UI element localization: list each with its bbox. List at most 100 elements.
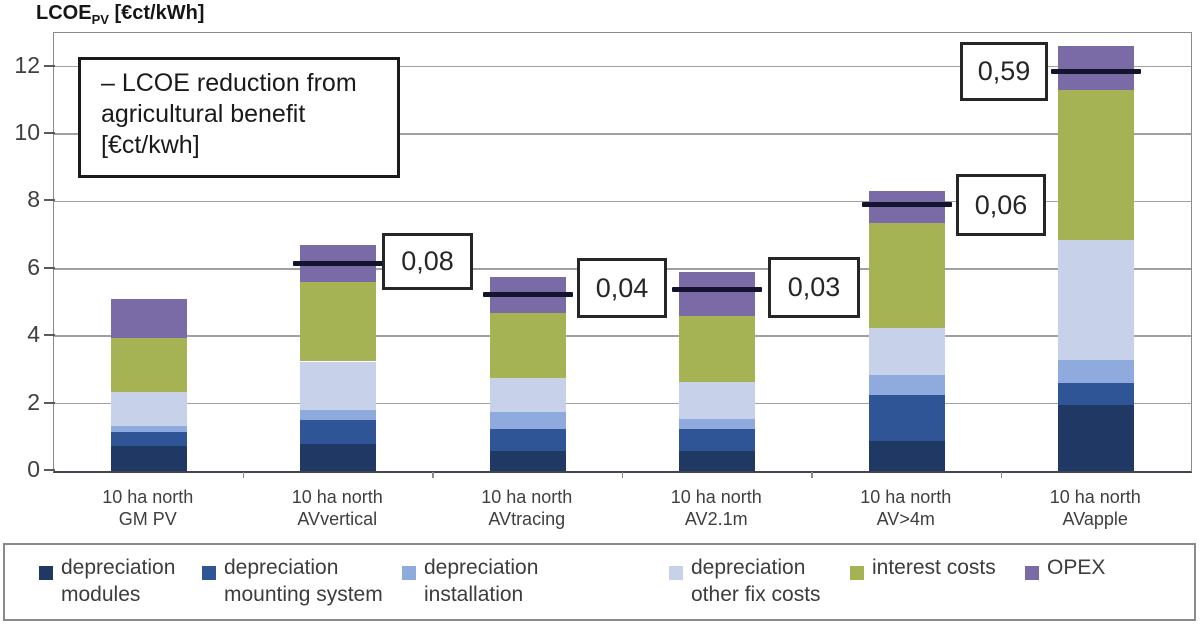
x-axis-label-line: AV>4m <box>876 509 935 529</box>
legend-label-line: other fix costs <box>691 583 821 606</box>
y-tick-mark <box>44 334 55 337</box>
bar-segment <box>1058 359 1135 384</box>
legend-label-line: interest costs <box>872 556 996 579</box>
x-axis-label-line: AVapple <box>1062 509 1128 529</box>
x-axis-label-line: 10 ha north <box>860 487 952 507</box>
x-axis-label-line: AVvertical <box>297 509 378 529</box>
bar-segment <box>489 412 566 429</box>
x-axis-label-line: 10 ha north <box>481 487 573 507</box>
bar-segment <box>489 378 566 413</box>
bar-segment <box>679 428 756 451</box>
x-axis-label: 10 ha north GM PV <box>56 486 240 530</box>
reduction-line <box>1051 69 1142 75</box>
x-axis-label-line: 10 ha north <box>670 487 762 507</box>
y-tick-label: 10 <box>14 119 40 146</box>
reduction-value-label: 0,04 <box>595 272 649 303</box>
bar-segment <box>110 299 187 338</box>
bar-segment <box>300 282 377 362</box>
gridline-y-2 <box>54 402 1191 405</box>
reduction-value-label: 0,03 <box>787 272 841 302</box>
legend-swatch <box>1025 566 1039 580</box>
y-tick-label: 6 <box>27 253 40 280</box>
reduction-value-box: 0,06 <box>956 174 1046 236</box>
y-axis-title-subscript: PV <box>91 12 109 27</box>
bar-segment <box>110 445 187 471</box>
y-tick-label: 8 <box>27 186 40 213</box>
bar-segment <box>868 191 945 224</box>
x-axis-label: 10 ha north AV2.1m <box>624 486 808 530</box>
bar-segment <box>679 272 756 316</box>
bar-segment <box>868 327 945 375</box>
bar-segment <box>110 425 187 433</box>
y-axis-title: LCOEPV [€ct/kWh] <box>36 2 204 27</box>
legend-label-line: installation <box>424 583 524 606</box>
x-category-tick <box>432 472 434 478</box>
x-axis-label: 10 ha north AV>4m <box>814 486 998 530</box>
legend-label-line: depreciation <box>424 556 539 579</box>
legend-label: OPEX <box>1047 554 1105 581</box>
reduction-value-box: 0,08 <box>382 233 473 290</box>
bar-segment <box>489 312 566 379</box>
y-axis-title-main: LCOE <box>36 2 92 24</box>
reduction-line <box>293 261 384 267</box>
x-axis-label-line: 10 ha north <box>291 487 383 507</box>
legend-label: depreciation other fix costs <box>691 554 821 608</box>
bar-segment <box>300 444 377 471</box>
bar-segment <box>868 223 945 328</box>
y-tick-mark <box>44 64 55 67</box>
legend-label-line: depreciation <box>61 556 176 579</box>
x-category-tick <box>242 472 244 478</box>
reduction-value-box: 0,04 <box>577 258 667 318</box>
x-axis-label: 10 ha north AVvertical <box>245 486 429 530</box>
bar-segment <box>868 395 945 441</box>
x-axis-label-line: AVtracing <box>488 509 566 529</box>
bar-segment <box>679 418 756 429</box>
gridline-y-8 <box>54 200 1191 203</box>
annotation-line-1: – LCOE reduction from <box>101 69 357 97</box>
reduction-value-label: 0,59 <box>977 56 1031 86</box>
bar-segment <box>1058 405 1135 471</box>
legend-label-line: depreciation <box>691 556 806 579</box>
reduction-line <box>861 202 952 208</box>
legend-label: depreciation modules <box>61 554 175 608</box>
legend-label-line: mounting system <box>224 583 383 606</box>
y-tick-mark <box>44 266 55 269</box>
annotation-line-3: [€ct/kwh] <box>101 131 200 159</box>
bar-segment <box>1058 383 1135 406</box>
x-category-tick <box>811 472 813 478</box>
reduction-value-label: 0,06 <box>974 189 1028 220</box>
legend-swatch <box>402 566 416 580</box>
bar-segment <box>300 410 377 421</box>
gridline-y-4 <box>54 335 1191 337</box>
y-tick-label: 2 <box>27 388 40 415</box>
bar-segment <box>1058 240 1135 360</box>
gridline-y-10 <box>54 133 1191 135</box>
bar-segment <box>679 450 756 471</box>
y-tick-label: 0 <box>27 456 40 482</box>
legend: depreciation modules depreciation mounting … <box>3 543 1196 621</box>
gridline-y-12 <box>54 65 1191 68</box>
bar-segment <box>300 420 377 445</box>
x-axis-label-line: 10 ha north <box>102 487 194 507</box>
legend-swatch <box>39 566 53 580</box>
x-axis-label: 10 ha north AVtracing <box>435 486 619 530</box>
bar-segment <box>868 374 945 396</box>
y-tick-label: 12 <box>14 51 40 78</box>
x-axis-label-line: 10 ha north <box>1049 487 1141 507</box>
bar-segment <box>489 450 566 471</box>
bar-segment <box>110 432 187 446</box>
x-axis-label-line: AV2.1m <box>684 509 748 529</box>
annotation-line-2: agricultural benefit <box>101 100 306 128</box>
legend-swatch <box>669 566 683 580</box>
x-axis-label: 10 ha north AVapple <box>1003 486 1187 530</box>
legend-label: depreciation installation <box>424 554 538 608</box>
bar-segment <box>1058 46 1135 91</box>
annotation-box: – LCOE reduction from agricultural benef… <box>78 57 400 178</box>
reduction-value-box: 0,59 <box>960 42 1048 101</box>
reduction-value-box: 0,03 <box>768 257 860 318</box>
y-tick-mark <box>44 469 55 471</box>
bar-segment <box>300 361 377 411</box>
y-tick-mark <box>44 401 55 404</box>
x-axis-label-line: GM PV <box>118 509 177 529</box>
